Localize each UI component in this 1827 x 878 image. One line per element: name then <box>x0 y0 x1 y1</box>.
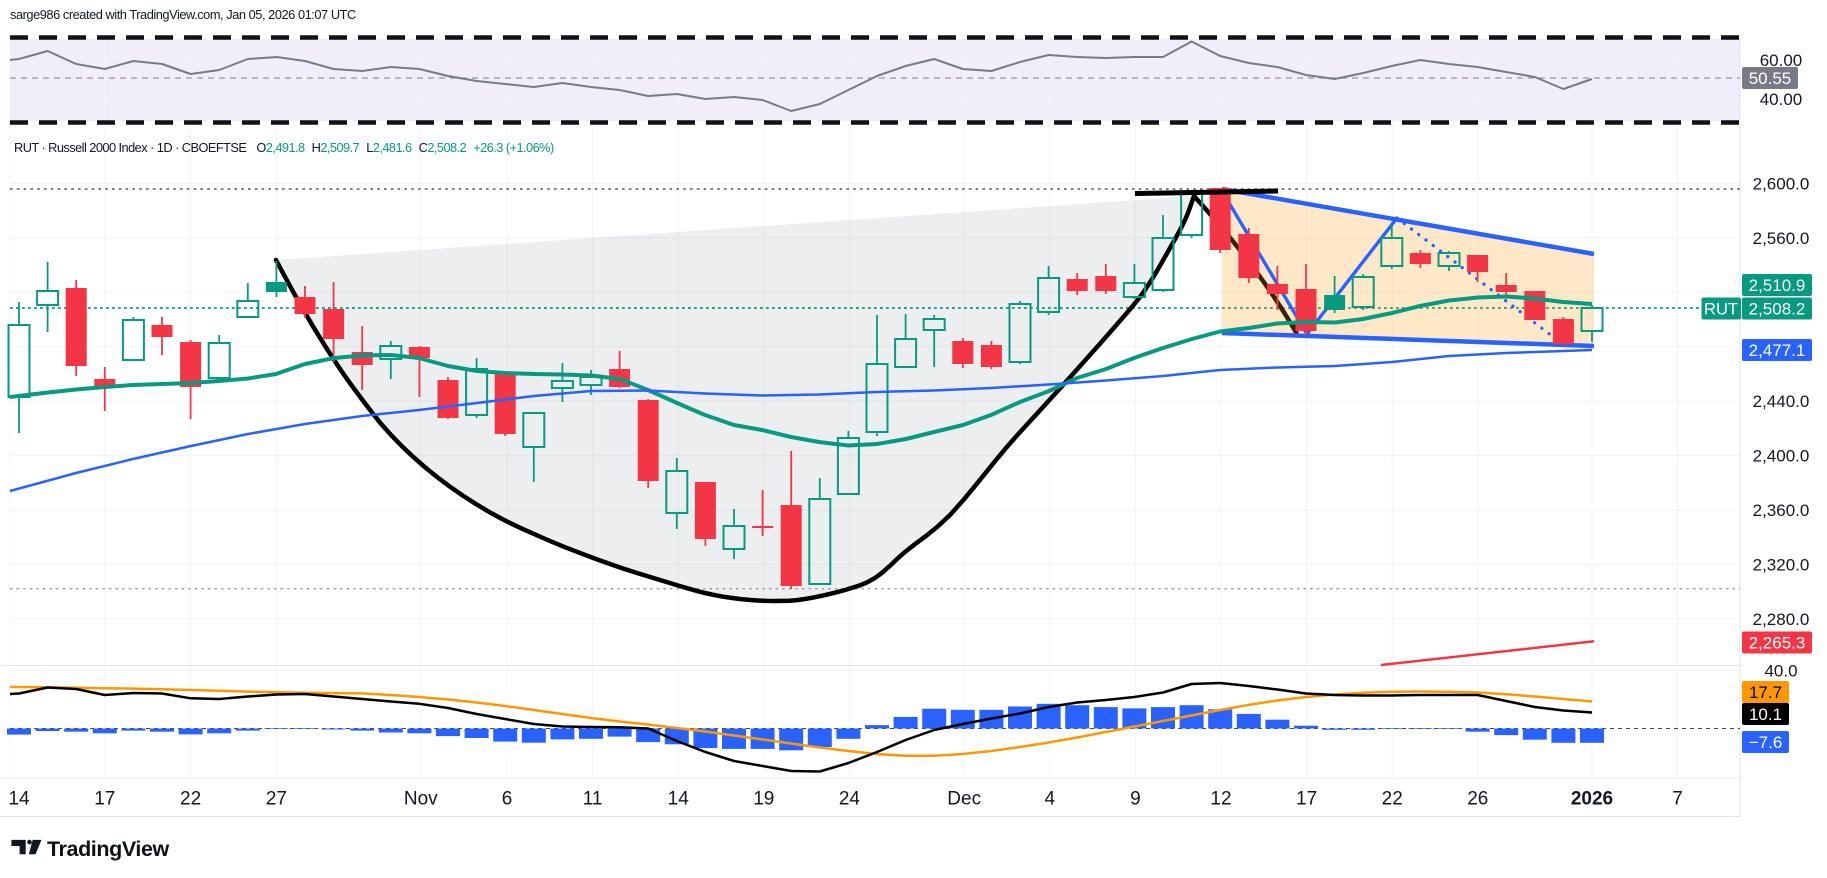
svg-text:17: 17 <box>94 789 115 810</box>
svg-text:2,510.9: 2,510.9 <box>1749 276 1806 295</box>
svg-text:7: 7 <box>1672 789 1683 810</box>
svg-text:24: 24 <box>839 789 861 810</box>
svg-text:9: 9 <box>1130 789 1141 810</box>
svg-text:14: 14 <box>8 789 30 810</box>
svg-text:2,400.0: 2,400.0 <box>1753 447 1810 466</box>
svg-text:17: 17 <box>1296 789 1317 810</box>
svg-text:6: 6 <box>502 789 513 810</box>
svg-text:sarge986 created with TradingV: sarge986 created with TradingView.com, J… <box>10 7 356 22</box>
svg-text:Nov: Nov <box>404 789 438 810</box>
svg-text:40.00: 40.00 <box>1760 90 1803 109</box>
svg-text:12: 12 <box>1210 789 1231 810</box>
svg-text:2,560.0: 2,560.0 <box>1753 229 1810 248</box>
svg-text:2,508.2: 2,508.2 <box>1749 299 1806 318</box>
svg-text:50.55: 50.55 <box>1749 69 1792 88</box>
svg-text:TradingView: TradingView <box>47 837 170 861</box>
svg-text:2,320.0: 2,320.0 <box>1753 556 1810 575</box>
svg-text:11: 11 <box>583 789 603 810</box>
svg-text:14: 14 <box>668 789 690 810</box>
svg-text:2,440.0: 2,440.0 <box>1753 392 1810 411</box>
svg-text:4: 4 <box>1045 789 1056 810</box>
svg-text:2,360.0: 2,360.0 <box>1753 501 1810 520</box>
svg-text:19: 19 <box>753 789 774 810</box>
svg-text:−7.6: −7.6 <box>1749 733 1783 752</box>
svg-text:2,280.0: 2,280.0 <box>1753 610 1810 629</box>
svg-text:26: 26 <box>1467 789 1488 810</box>
svg-text:22: 22 <box>1382 789 1403 810</box>
svg-text:Dec: Dec <box>947 789 981 810</box>
svg-text:10.1: 10.1 <box>1749 705 1782 724</box>
svg-text:22: 22 <box>180 789 201 810</box>
svg-text:27: 27 <box>266 789 287 810</box>
svg-text:2,600.0: 2,600.0 <box>1753 174 1810 193</box>
svg-text:17.7: 17.7 <box>1749 683 1782 702</box>
svg-text:2,265.3: 2,265.3 <box>1749 634 1806 653</box>
svg-text:RUT: RUT <box>1704 301 1738 319</box>
svg-text:2026: 2026 <box>1571 789 1613 810</box>
svg-text:40.0: 40.0 <box>1764 662 1797 681</box>
svg-text:60.00: 60.00 <box>1760 51 1803 70</box>
svg-text:2,477.1: 2,477.1 <box>1749 341 1806 360</box>
svg-text:RUT · Russell 2000 Index · 1D: RUT · Russell 2000 Index · 1D · CBOEFTSE… <box>14 140 554 155</box>
